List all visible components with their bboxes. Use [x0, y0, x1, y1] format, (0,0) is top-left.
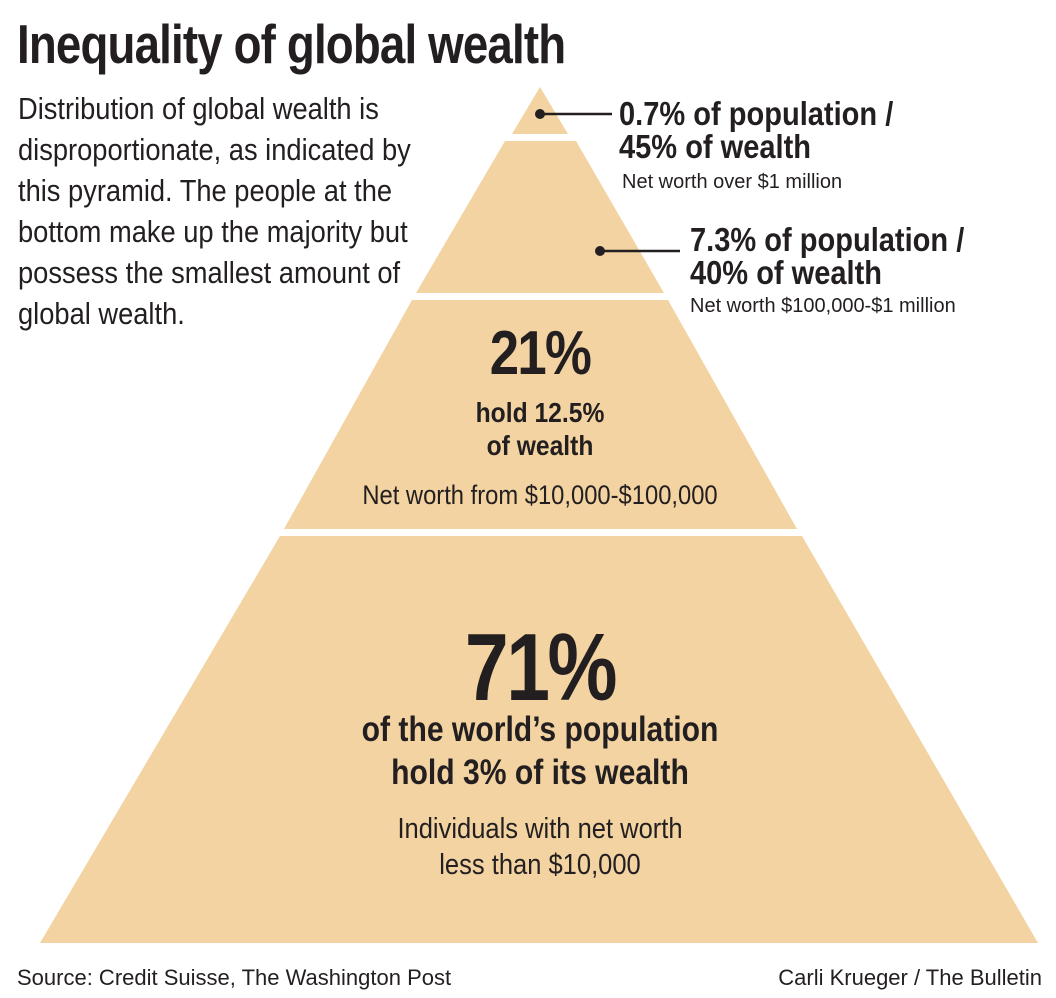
pyramid-tier-bottom	[40, 536, 1038, 943]
top-tier-population: 0.7% of population /	[619, 95, 894, 132]
upper-tier-networth: Net worth $100,000-$1 million	[690, 295, 956, 317]
callout-upper-leader	[595, 246, 680, 256]
upper-tier-population: 7.3% of population /	[690, 221, 965, 258]
page-title: Inequality of global wealth	[17, 13, 566, 75]
callout-top-leader	[535, 109, 612, 119]
pyramid-tier-middle	[284, 300, 797, 529]
bottom-tier-percent: 71%	[464, 614, 618, 721]
intro-text: Distribution of global wealth is disprop…	[18, 91, 411, 331]
middle-tier-line1: hold 12.5%	[475, 397, 605, 428]
middle-tier-percent: 21%	[489, 319, 592, 388]
bottom-tier-line1: of the world’s population	[361, 710, 719, 749]
source-credit: Source: Credit Suisse, The Washington Po…	[17, 965, 452, 990]
bottom-tier-networth-line2: less than $10,000	[439, 849, 641, 881]
bottom-tier-line2: hold 3% of its wealth	[391, 753, 689, 792]
upper-tier-wealth: 40% of wealth	[690, 254, 883, 291]
middle-tier-networth: Net worth from $10,000-$100,000	[362, 480, 718, 510]
middle-tier-line2: of wealth	[486, 430, 594, 461]
artist-credit: Carli Krueger / The Bulletin	[778, 965, 1042, 990]
top-tier-networth: Net worth over $1 million	[622, 171, 843, 193]
bottom-tier-networth-line1: Individuals with net worth	[397, 813, 683, 845]
top-tier-wealth: 45% of wealth	[619, 128, 812, 165]
